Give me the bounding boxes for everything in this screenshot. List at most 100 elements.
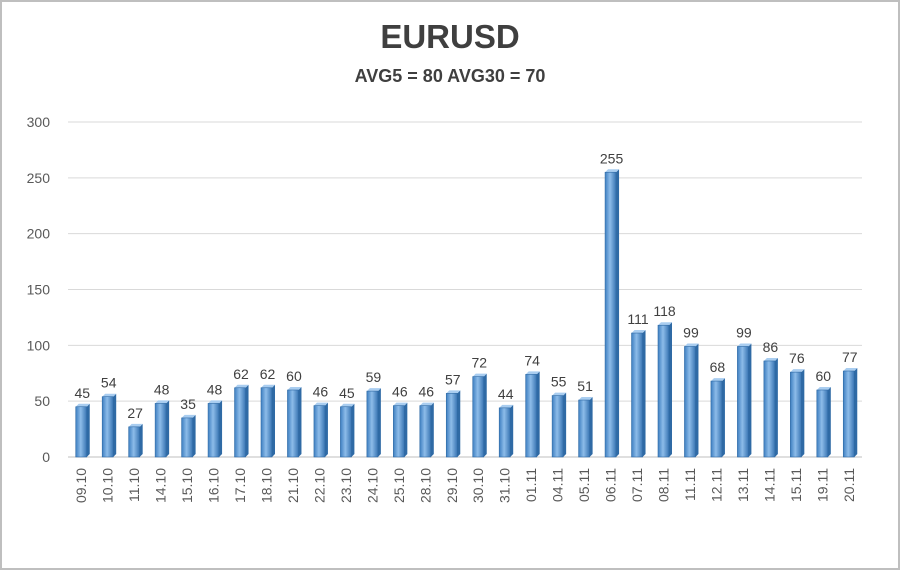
- bar-side: [721, 378, 725, 457]
- bar-top: [710, 378, 725, 382]
- bar-side: [483, 373, 487, 457]
- bar-side: [563, 392, 567, 457]
- x-tick-label: 10.10: [100, 468, 116, 503]
- bar: [154, 403, 167, 458]
- x-tick-label: 17.10: [232, 468, 248, 503]
- x-tick-label: 28.10: [417, 468, 433, 503]
- bar-top: [631, 330, 646, 334]
- x-tick-label: 23.10: [338, 468, 354, 503]
- x-tick-label: 11.11: [682, 468, 698, 501]
- data-label: 55: [551, 374, 567, 390]
- x-tick-label: 30.10: [470, 468, 486, 503]
- data-label: 48: [154, 381, 170, 397]
- data-label: 72: [471, 355, 487, 371]
- bar: [657, 324, 670, 458]
- bar-side: [113, 393, 117, 457]
- data-label: 99: [683, 324, 699, 340]
- y-tick-label: 100: [27, 337, 51, 353]
- bar: [207, 403, 220, 458]
- bar-top: [393, 402, 408, 406]
- bar: [393, 405, 405, 458]
- bar-side: [827, 387, 831, 457]
- data-label: 86: [763, 339, 779, 355]
- data-label: 54: [101, 375, 117, 391]
- bar-top: [578, 397, 593, 401]
- data-label: 118: [653, 303, 676, 319]
- y-tick-label: 150: [27, 282, 51, 298]
- data-label: 46: [313, 384, 329, 400]
- bar: [101, 396, 114, 458]
- x-tick-label: 12.11: [708, 468, 724, 502]
- x-tick-label: 22.10: [311, 468, 327, 503]
- bar: [75, 406, 88, 458]
- bar-side: [86, 403, 90, 457]
- data-label: 59: [366, 369, 382, 385]
- data-label: 111: [627, 311, 648, 327]
- bar-side: [589, 397, 593, 457]
- bar-side: [166, 400, 170, 457]
- bar: [578, 399, 590, 458]
- bar-top: [605, 169, 620, 173]
- y-tick-label: 200: [27, 226, 51, 242]
- data-label: 68: [710, 359, 726, 375]
- bar: [366, 390, 379, 458]
- data-label: 45: [339, 385, 355, 401]
- x-tick-label: 06.11: [603, 468, 619, 502]
- bar: [340, 406, 352, 458]
- bar-side: [801, 369, 805, 457]
- bar: [260, 387, 273, 458]
- data-label: 255: [600, 150, 624, 166]
- bar-top: [552, 392, 567, 396]
- x-tick-label: 11.10: [126, 468, 142, 502]
- data-label: 35: [180, 396, 196, 412]
- data-label: 57: [445, 371, 461, 387]
- bar-top: [737, 343, 752, 347]
- data-label: 77: [842, 349, 858, 365]
- bar: [710, 380, 723, 458]
- x-tick-label: 14.10: [153, 468, 169, 503]
- x-tick-label: 25.10: [391, 468, 407, 503]
- bar-top: [366, 388, 381, 392]
- bar-top: [472, 373, 487, 377]
- bar-side: [324, 402, 328, 457]
- bar: [684, 346, 696, 458]
- bar-top: [340, 403, 355, 407]
- bar: [445, 393, 458, 458]
- bar-top: [261, 384, 275, 388]
- bar: [631, 332, 643, 458]
- data-label: 74: [524, 352, 540, 368]
- bar-top: [658, 322, 672, 326]
- x-tick-label: 31.10: [497, 468, 513, 503]
- data-label: 51: [577, 378, 593, 394]
- bar: [525, 374, 537, 458]
- bar-top: [181, 414, 196, 418]
- bar: [181, 417, 193, 458]
- x-tick-label: 24.10: [364, 468, 380, 503]
- x-tick-label: 13.11: [735, 468, 751, 502]
- x-tick-label: 21.10: [285, 468, 301, 503]
- x-tick-label: 15.10: [179, 468, 195, 503]
- y-tick-label: 250: [27, 170, 51, 186]
- x-tick-label: 05.11: [576, 468, 592, 502]
- bar-side: [616, 169, 620, 457]
- data-label: 62: [233, 366, 249, 382]
- x-tick-label: 14.11: [761, 468, 777, 502]
- bar-top: [816, 387, 831, 390]
- bar: [287, 389, 299, 458]
- data-label: 60: [286, 368, 302, 384]
- bar-side: [192, 414, 196, 457]
- data-label: 62: [260, 366, 276, 382]
- x-tick-label: 19.11: [814, 468, 830, 502]
- bar-top: [446, 390, 461, 394]
- data-label: 48: [207, 381, 223, 397]
- bar-side: [377, 388, 381, 457]
- x-tick-label: 07.11: [629, 468, 645, 502]
- data-label: 27: [127, 405, 143, 421]
- bar-top: [790, 369, 805, 373]
- bar-side: [351, 403, 355, 457]
- bar-top: [287, 387, 302, 390]
- data-label: 45: [74, 385, 90, 401]
- bar: [234, 387, 246, 458]
